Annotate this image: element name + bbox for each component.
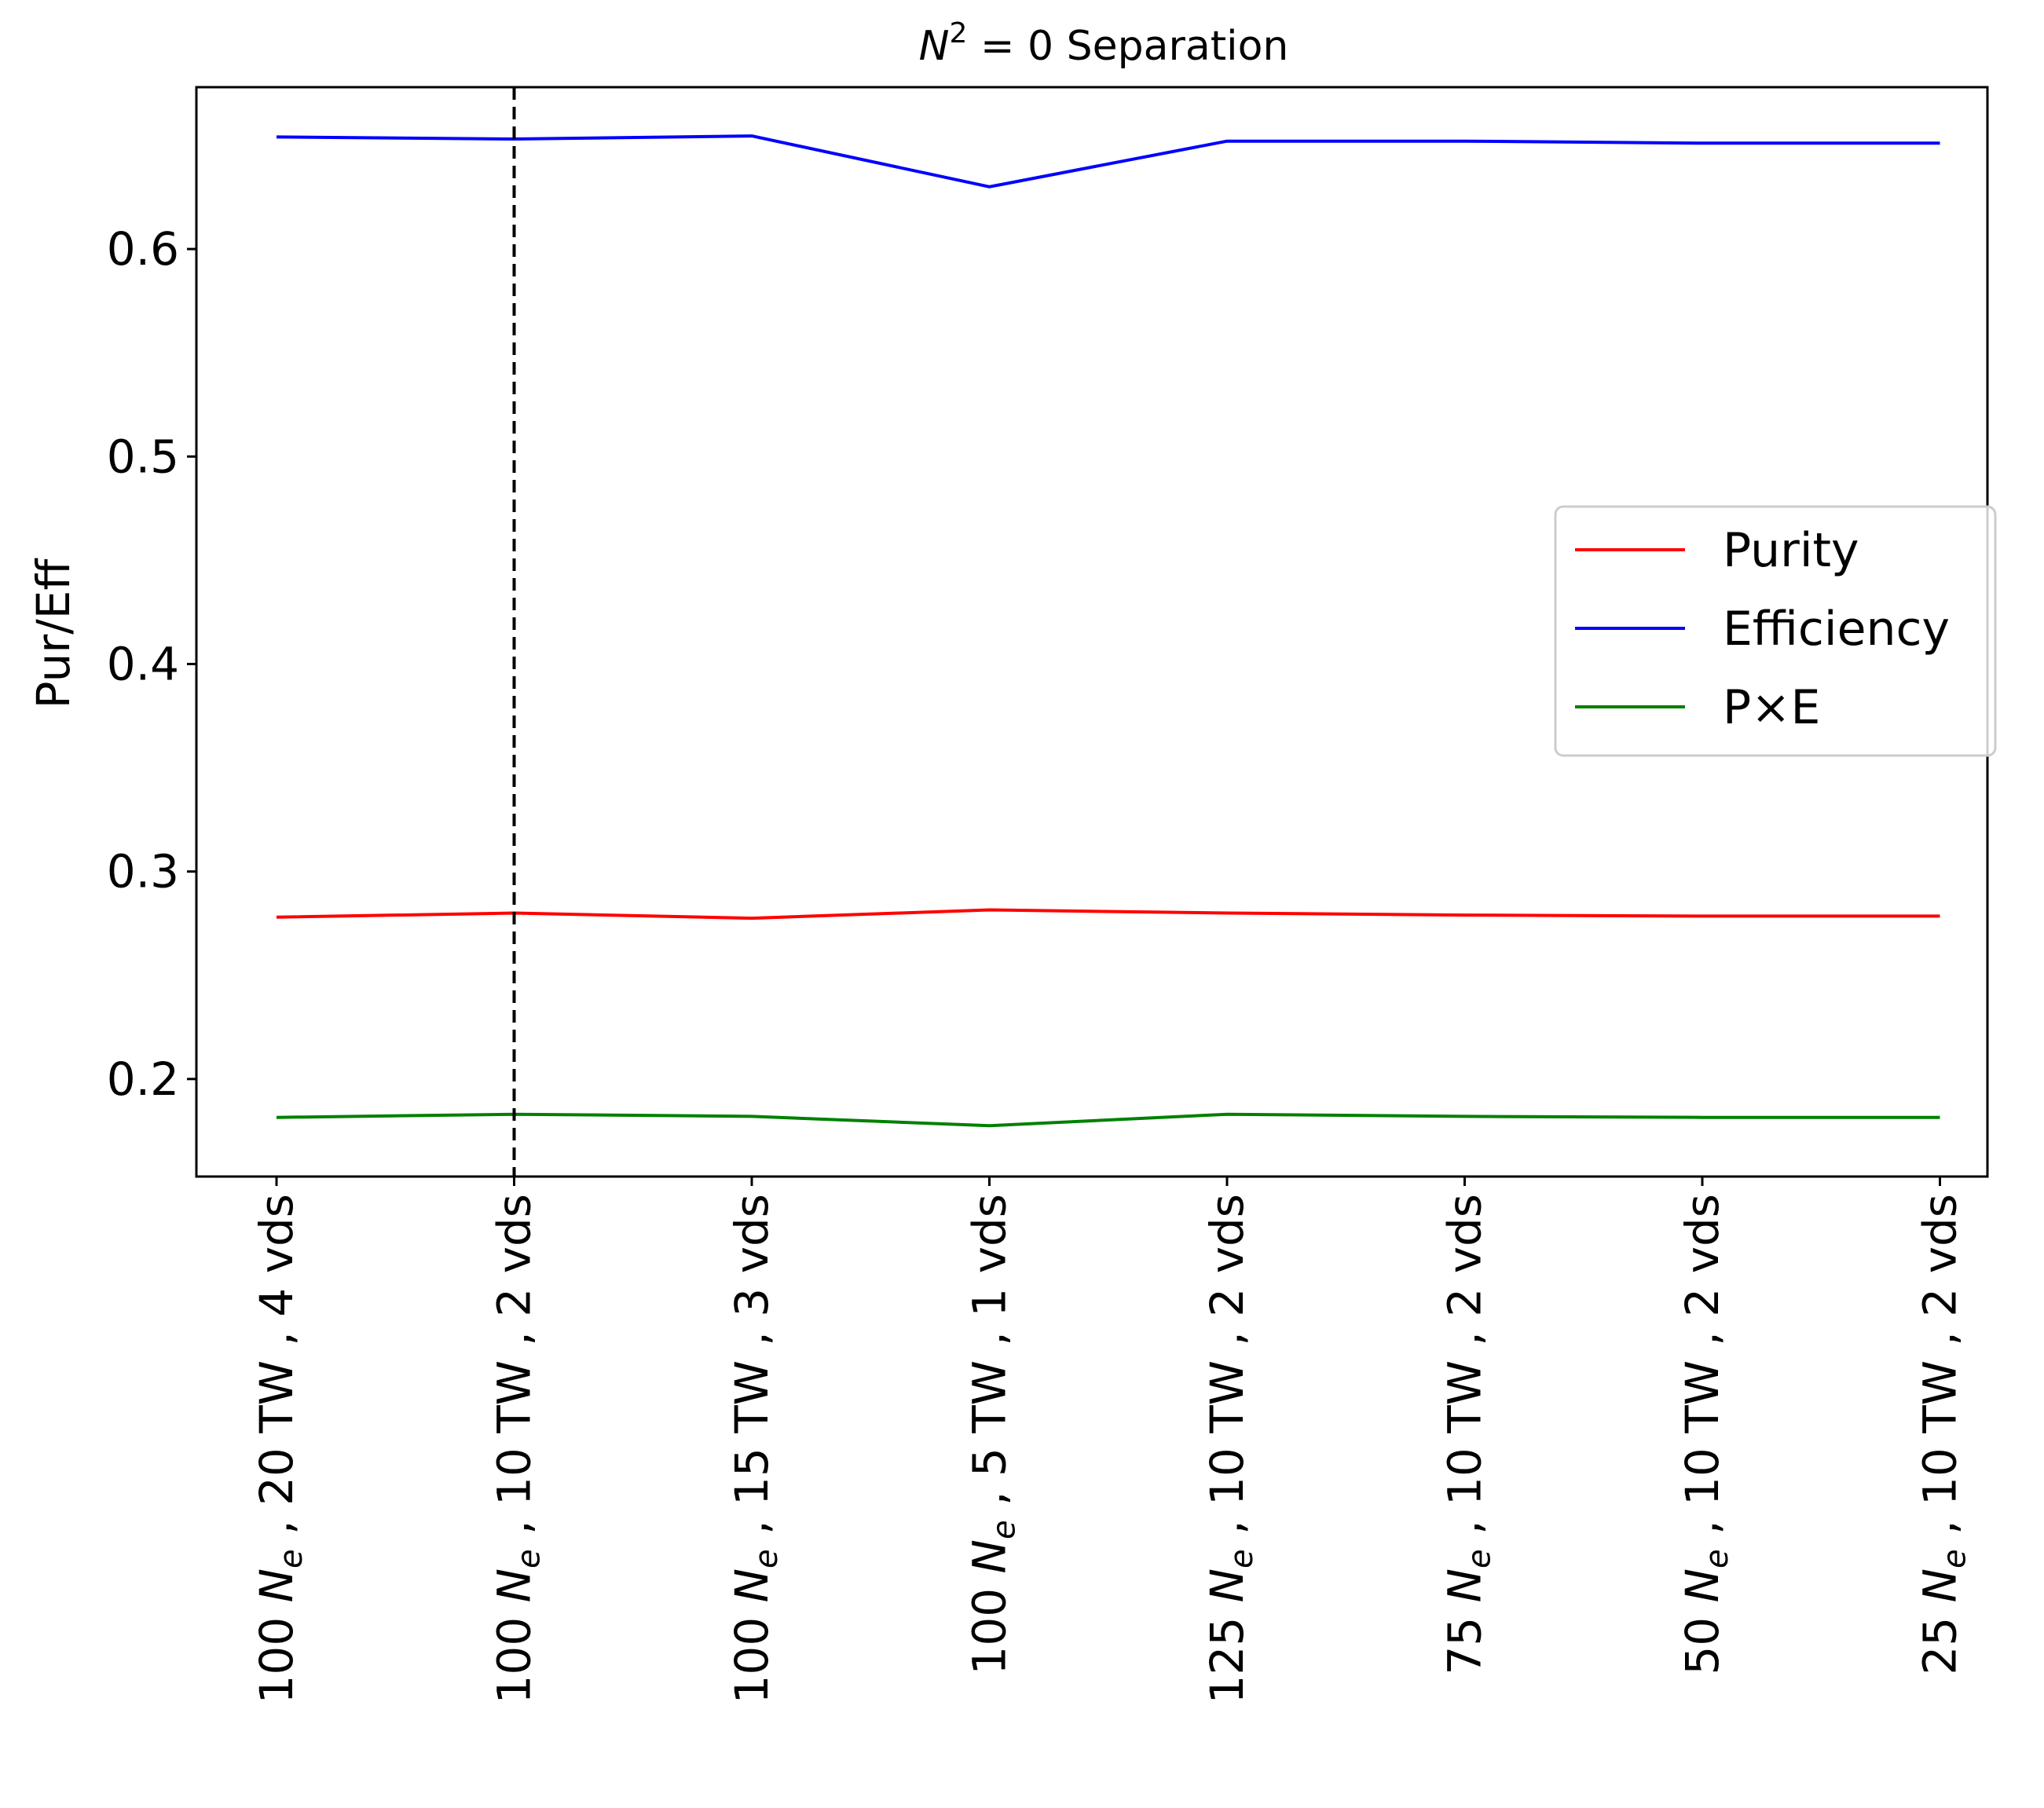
chart-title: N2 = 0 Separation — [919, 17, 1289, 70]
plot-area — [276, 87, 1940, 1177]
y-tick-label: 0.4 — [107, 637, 179, 690]
x-tick-label: 100 Ne , 5 TW , 1 vds — [963, 1194, 1023, 1675]
series-line-p-e — [276, 1112, 1940, 1128]
x-tick-label: 100 Ne , 10 TW , 2 vds — [488, 1194, 548, 1704]
x-tick-label: 25 Ne , 10 TW , 2 vds — [1914, 1194, 1973, 1675]
y-tick-label: 0.6 — [107, 222, 179, 276]
y-axis-label: Pur/Eff — [27, 558, 80, 709]
legend-label: Purity — [1723, 523, 1859, 578]
x-axis: 100 Ne , 20 TW , 4 vds 100 Ne , 10 TW , 2… — [250, 1177, 1973, 1704]
x-tick-label: 125 Ne , 10 TW , 2 vds — [1200, 1194, 1260, 1704]
y-tick-label: 0.5 — [107, 430, 179, 483]
x-tick-label: 100 Ne , 20 TW , 4 vds — [250, 1194, 310, 1704]
series-line-efficiency — [276, 134, 1940, 188]
y-axis: 0.2 0.3 0.4 0.5 0.6 — [107, 222, 196, 1106]
x-tick-label: 75 Ne , 10 TW , 2 vds — [1438, 1194, 1498, 1675]
legend-box — [1554, 505, 1997, 757]
legend-label: Efficiency — [1723, 602, 1950, 657]
y-tick-label: 0.2 — [107, 1052, 179, 1106]
legend-label: P×E — [1723, 680, 1820, 735]
y-tick-label: 0.3 — [107, 845, 179, 899]
x-tick-label: 50 Ne , 10 TW , 2 vds — [1676, 1194, 1735, 1675]
series-line-purity — [276, 908, 1940, 920]
x-tick-label: 100 Ne , 15 TW , 3 vds — [725, 1194, 785, 1704]
legend: Purity Efficiency P×E — [1554, 505, 1997, 757]
